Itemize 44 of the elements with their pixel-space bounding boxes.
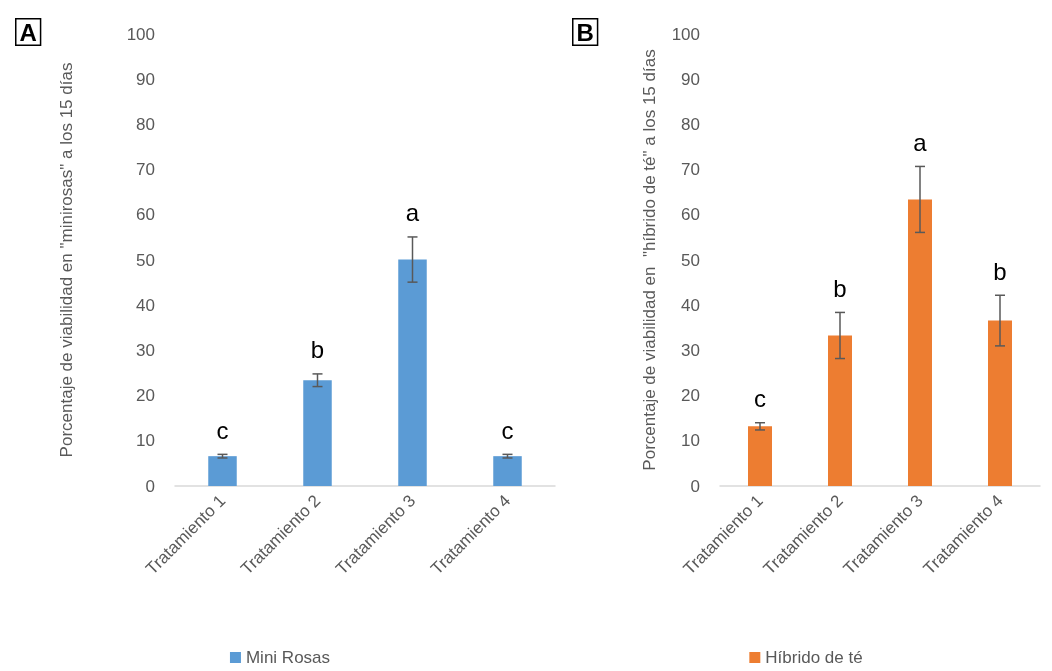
y-axis-title: Porcentaje de viabilidad en "minirosas" a los 15 días xyxy=(57,62,76,458)
text: A xyxy=(19,19,37,46)
y-tick-label: 80 xyxy=(681,114,700,134)
annotation: b xyxy=(993,257,1007,285)
y-tick-label: 40 xyxy=(136,295,155,315)
annotation: a xyxy=(405,199,420,227)
annotation: c xyxy=(216,416,229,444)
y-tick-label: 80 xyxy=(136,114,155,134)
y-tick-label: 10 xyxy=(681,431,700,451)
bar xyxy=(988,320,1012,486)
y-tick-label: 0 xyxy=(145,476,155,496)
y-tick-label: 90 xyxy=(136,69,155,89)
annotation: c xyxy=(754,385,766,413)
bar xyxy=(493,456,522,486)
bar xyxy=(303,380,332,486)
legend-label: Híbrido de té xyxy=(765,648,863,667)
annotation: b xyxy=(833,274,847,302)
text: B xyxy=(576,19,594,46)
annotation: c xyxy=(501,416,514,444)
y-tick-label: 50 xyxy=(681,250,700,270)
y-tick-label: 70 xyxy=(681,160,700,180)
bar xyxy=(398,259,427,486)
legend-label: Mini Rosas xyxy=(245,648,331,667)
annotation: b xyxy=(310,336,325,364)
y-tick-label: 60 xyxy=(136,205,155,225)
y-tick-label: 20 xyxy=(681,386,700,406)
y-tick-label: 30 xyxy=(136,340,155,360)
y-tick-label: 100 xyxy=(126,24,155,44)
bar xyxy=(908,199,932,486)
y-tick-label: 60 xyxy=(681,205,700,225)
y-tick-label: 50 xyxy=(136,250,155,270)
bar xyxy=(748,426,772,486)
y-tick-label: 20 xyxy=(136,386,155,406)
y-axis-title: Porcentaje de viabilidad en "híbrido de té" a los 15 días xyxy=(640,49,659,471)
bar xyxy=(208,456,237,486)
y-tick-label: 40 xyxy=(681,295,700,315)
annotation: a xyxy=(913,128,928,156)
y-tick-label: 30 xyxy=(681,340,700,360)
y-tick-label: 90 xyxy=(681,69,700,89)
y-tick-label: 100 xyxy=(671,24,700,44)
y-tick-label: 0 xyxy=(690,476,700,496)
bar xyxy=(828,335,852,486)
y-tick-label: 70 xyxy=(136,160,155,180)
y-tick-label: 10 xyxy=(136,431,155,451)
